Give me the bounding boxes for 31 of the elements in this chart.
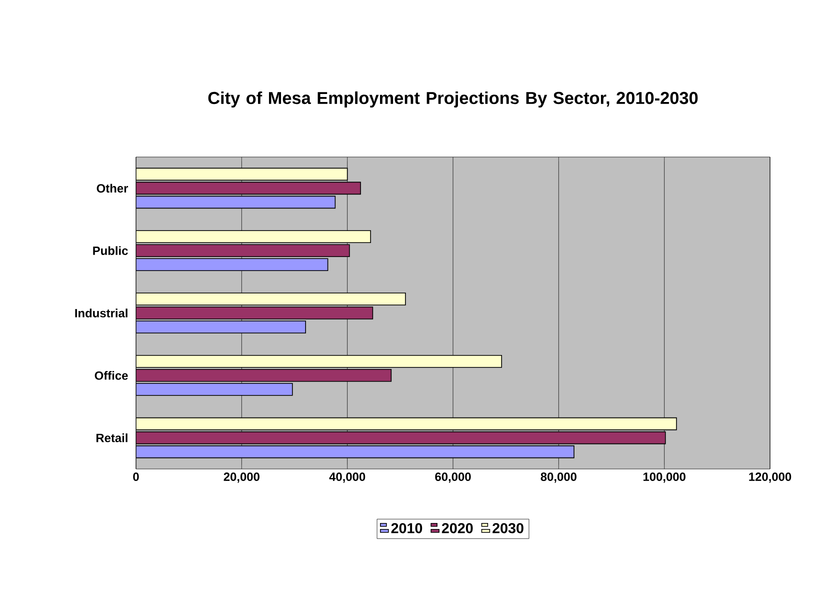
x-tick-label: 20,000 [224,472,260,483]
y-tick-label: Other [96,184,128,193]
bar [136,230,371,244]
legend-label: 2030 [492,523,524,534]
bar [136,445,574,458]
x-tick-label: 60,000 [435,472,471,483]
bar [136,369,392,382]
bar [136,431,666,444]
bar [136,182,361,195]
bar [136,258,328,271]
bar [136,168,348,181]
x-tick-label: 40,000 [329,472,366,483]
bar [136,320,306,334]
bar [136,417,677,430]
x-tick-label: 120,000 [749,472,792,483]
bar [136,196,336,209]
bar [136,306,374,320]
bar [136,292,406,306]
bar [136,244,350,257]
y-tick-label: Public [93,246,128,255]
y-tick-label: Office [94,371,128,380]
x-tick-label: 80,000 [540,472,576,483]
legend-label: 2010 [391,523,422,534]
x-tick-label: 100,000 [643,472,686,483]
bar [136,355,502,368]
chart-title: City of Mesa Employment Projections By Sector, 2010-2030 [208,91,698,108]
legend-label: 2020 [442,523,473,534]
bar [136,382,293,396]
x-tick-label: 0 [133,472,139,481]
y-tick-label: Retail [96,433,128,442]
y-tick-label: Industrial [75,308,128,318]
